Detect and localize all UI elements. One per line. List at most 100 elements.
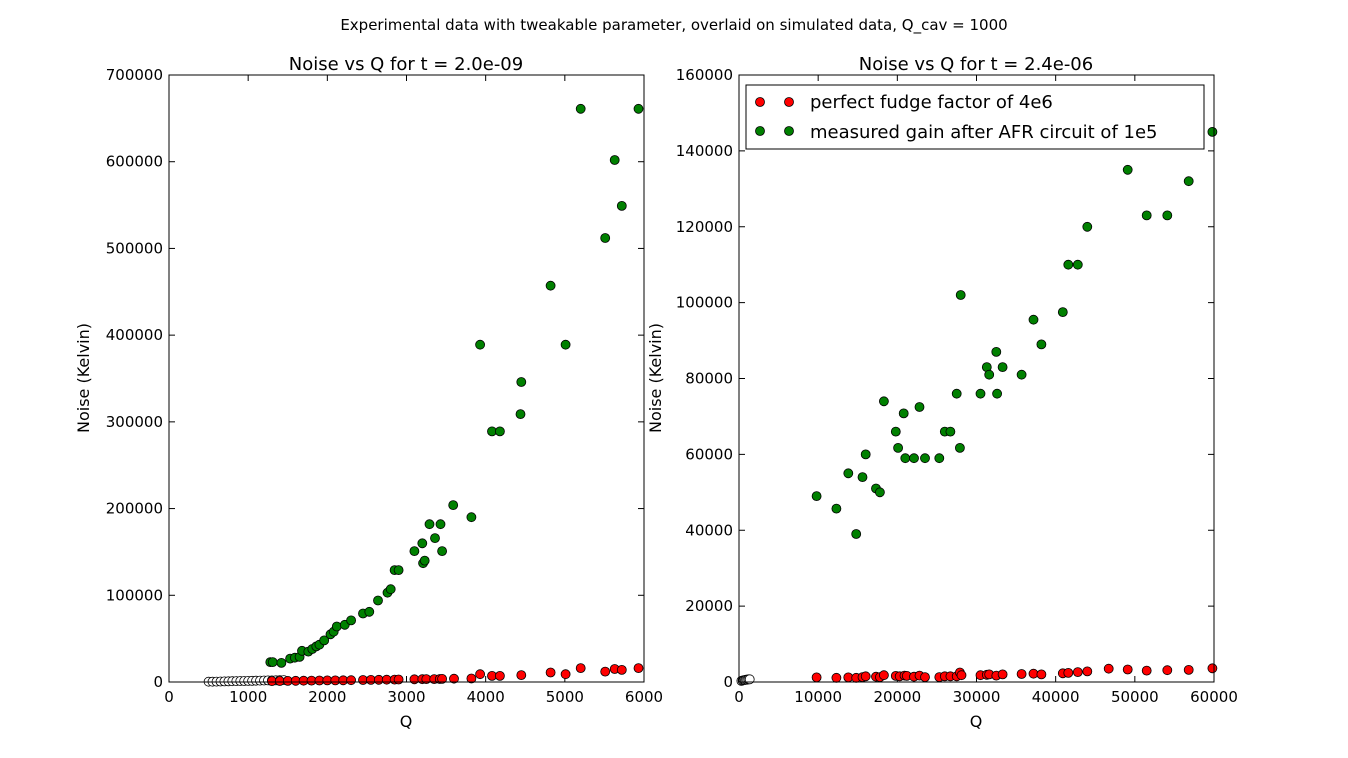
y-tick-label: 120000: [676, 218, 733, 236]
data-point-measured: [991, 346, 1002, 357]
x-tick-label: 0: [164, 688, 174, 706]
data-point-measured: [437, 546, 448, 556]
data-point-perfect: [920, 672, 930, 682]
data-point-perfect: [1072, 667, 1083, 677]
data-point-measured: [951, 388, 962, 399]
data-point-measured: [1183, 176, 1194, 187]
data-point-measured: [879, 396, 889, 407]
data-point-perfect: [545, 667, 556, 678]
data-point-measured: [945, 426, 956, 437]
data-point-measured: [466, 512, 477, 523]
data-point-perfect: [1162, 665, 1173, 676]
x-tick-label: 0: [734, 688, 744, 706]
data-point-perfect: [449, 673, 459, 684]
y-tick-label: 160000: [676, 66, 733, 84]
legend-box: [745, 84, 1205, 150]
left-chart-ylabel: Noise (Kelvin): [74, 323, 93, 433]
y-tick-label: 140000: [676, 142, 733, 160]
left-chart-xlabel: Q: [400, 712, 413, 731]
data-point-measured: [851, 529, 862, 539]
data-point-measured: [914, 402, 925, 412]
data-point-measured: [419, 555, 430, 566]
figure-title: Experimental data with tweakable paramet…: [340, 16, 1007, 35]
x-tick-label: 50000: [1111, 688, 1159, 706]
data-point-perfect: [475, 669, 486, 680]
data-point-perfect: [1207, 663, 1218, 674]
legend-marker-perfect-left: [755, 97, 765, 107]
data-point-measured: [975, 388, 986, 399]
data-point-measured: [276, 658, 287, 668]
data-point-measured: [346, 615, 357, 626]
data-point-measured: [893, 442, 903, 453]
legend: perfect fudge factor of 4e6 measured gai…: [745, 84, 1205, 150]
data-point-perfect: [616, 665, 627, 675]
data-point-measured: [545, 280, 556, 291]
data-point-measured: [609, 155, 620, 165]
data-point-measured: [417, 538, 428, 549]
right-chart-ticks: 0 10000 20000 30000 40000 50000 60000 0 20000 400…: [676, 66, 1238, 706]
data-point-measured: [1057, 307, 1068, 318]
y-tick-label: 200000: [106, 500, 163, 518]
data-point-measured: [1063, 259, 1074, 270]
data-point-perfect: [997, 669, 1008, 680]
y-tick-label: 500000: [106, 239, 163, 257]
data-point-perfect: [956, 670, 967, 681]
data-point-measured: [575, 103, 586, 114]
data-point-perfect: [1016, 669, 1027, 679]
data-point-perfect: [516, 670, 527, 680]
data-point-measured: [331, 621, 342, 632]
data-point-perfect: [879, 670, 889, 681]
data-point-measured: [267, 657, 278, 667]
data-point-measured: [1082, 221, 1093, 232]
data-point-perfect: [860, 671, 871, 682]
x-tick-label: 1000: [229, 688, 267, 706]
data-point-measured: [1122, 164, 1133, 175]
data-point-perfect: [1103, 663, 1114, 674]
data-point-measured: [900, 453, 911, 464]
data-point-perfect: [831, 672, 842, 683]
data-point-measured: [860, 449, 871, 460]
data-point-measured: [475, 339, 486, 350]
x-tick-label: 60000: [1190, 688, 1238, 706]
data-point-measured: [909, 453, 919, 464]
data-point-measured: [857, 472, 868, 483]
data-point-measured: [393, 565, 404, 575]
data-point-measured: [811, 491, 822, 502]
data-point-measured: [1036, 339, 1047, 350]
data-point-measured: [364, 606, 375, 617]
y-tick-label: 600000: [106, 153, 163, 171]
data-point-measured: [1072, 259, 1083, 270]
left-chart-title: Noise vs Q for t = 2.0e-09: [289, 54, 523, 75]
data-point-perfect: [1063, 668, 1074, 678]
legend-marker-measured-left: [755, 126, 765, 136]
data-point-measured: [385, 584, 396, 595]
data-point-perfect: [1183, 665, 1194, 675]
right-chart-xlabel: Q: [970, 712, 983, 731]
x-tick-label: 3000: [387, 688, 425, 706]
right-chart: Noise vs Q for t = 2.4e-06 0 10000 20000 30…: [646, 54, 1238, 731]
data-point-perfect: [1122, 664, 1133, 675]
data-point-measured: [831, 503, 842, 514]
left-chart-ticks: 0 1000 2000 3000 4000 5000 6000 0 100000 200000 30…: [106, 66, 663, 706]
y-tick-label: 80000: [685, 370, 733, 388]
data-point-measured: [515, 409, 526, 420]
data-point-measured: [516, 377, 527, 387]
legend-marker-perfect-right: [784, 97, 794, 107]
data-point-measured: [616, 200, 627, 211]
data-point-measured: [435, 519, 446, 530]
data-point-measured: [843, 468, 854, 479]
data-point-measured: [955, 290, 966, 300]
data-point-measured: [430, 533, 440, 543]
legend-marker-measured-right: [784, 126, 794, 136]
data-point-measured: [997, 362, 1008, 373]
data-point-perfect: [1082, 666, 1093, 677]
data-point-perfect: [560, 669, 571, 680]
data-point-measured: [920, 453, 930, 464]
data-point-measured: [1207, 126, 1218, 137]
y-tick-label: 300000: [106, 413, 163, 431]
data-point-measured: [494, 426, 505, 437]
data-point-measured: [319, 635, 330, 646]
x-tick-label: 6000: [625, 688, 663, 706]
data-point-measured: [898, 408, 909, 419]
